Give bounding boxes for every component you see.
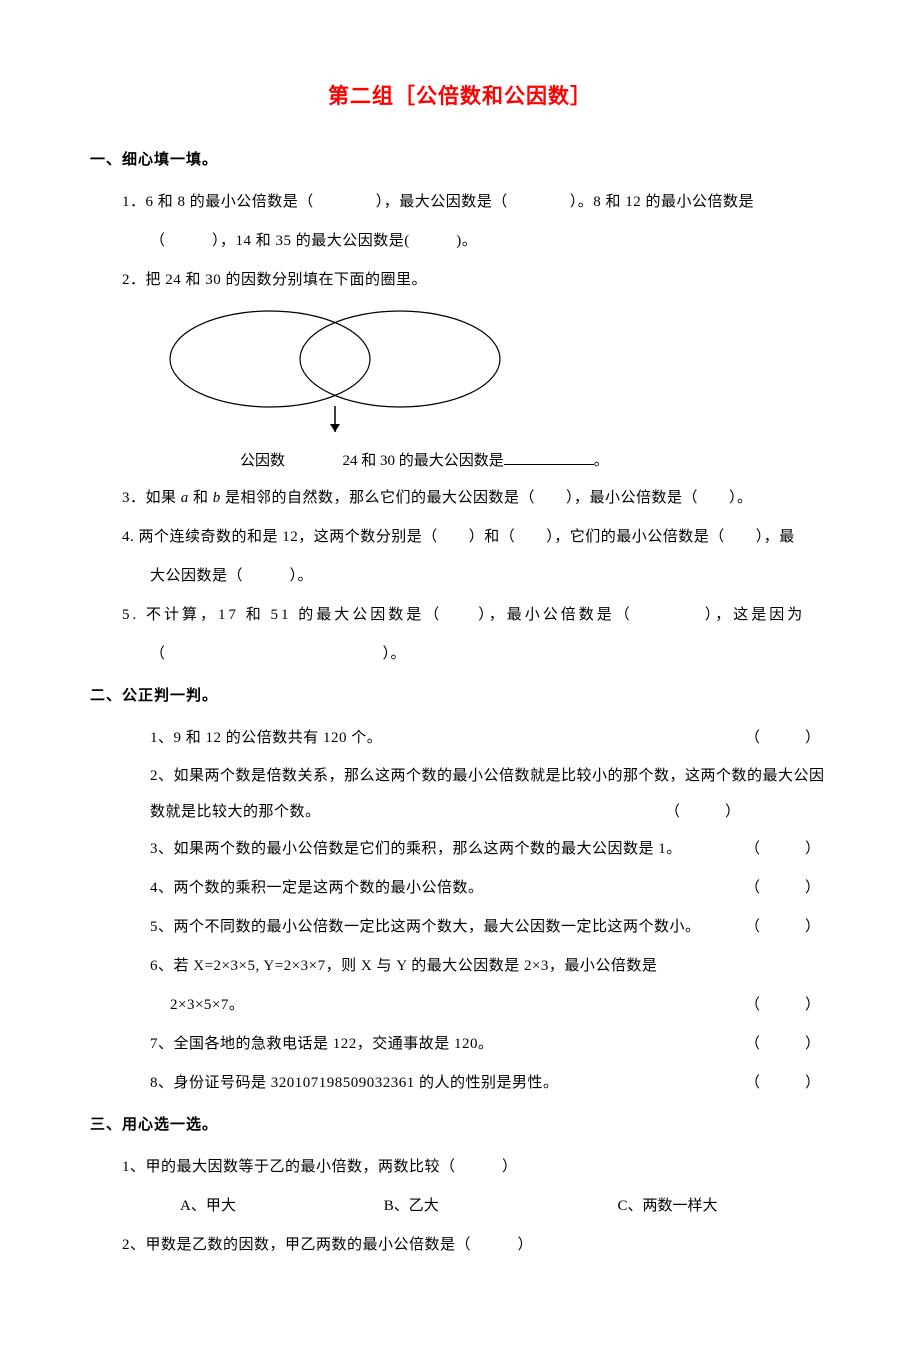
tf-paren[interactable]: （ ）: [745, 1025, 820, 1064]
q4-line1: 4. 两个连续奇数的和是 12，这两个数分别是（ ）和（ ），它们的最小公倍数是…: [90, 518, 830, 557]
venn-svg: [150, 304, 510, 434]
page-title: 第二组［公倍数和公因数］: [90, 80, 830, 110]
s2-item-6b-text: 2×3×5×7。: [170, 997, 244, 1013]
venn-blank[interactable]: [504, 449, 594, 465]
s2-item-3: 3、如果两个数的最小公倍数是它们的乘积，那么这两个数的最大公因数是 1。 （ ）: [90, 830, 830, 869]
venn-caption-left: 公因数: [240, 453, 285, 469]
s3-q1: 1、甲的最大因数等于乙的最小倍数，两数比较（ ）: [90, 1148, 830, 1187]
s2-item-4: 4、两个数的乘积一定是这两个数的最小公倍数。 （ ）: [90, 869, 830, 908]
q3-line: 3．如果 a 和 b 是相邻的自然数，那么它们的最大公因数是（ ），最小公倍数是…: [90, 479, 830, 518]
s2-item-7-text: 7、全国各地的急救电话是 122，交通事故是 120。: [150, 1036, 494, 1052]
worksheet-page: 第二组［公倍数和公因数］ 一、细心填一填。 1．6 和 8 的最小公倍数是（ ）…: [0, 0, 920, 1345]
section-2-head: 二、公正判一判。: [90, 684, 830, 705]
q1-line1: 1．6 和 8 的最小公倍数是（ ），最大公因数是（ ）。8 和 12 的最小公…: [90, 183, 830, 222]
s2-item-6b: 2×3×5×7。 （ ）: [90, 986, 830, 1025]
choice-b[interactable]: B、乙大: [384, 1187, 614, 1226]
s2-item-8: 8、身份证号码是 320107198509032361 的人的性别是男性。 （ …: [90, 1064, 830, 1103]
q2-line: 2．把 24 和 30 的因数分别填在下面的圈里。: [90, 261, 830, 300]
section-1-head: 一、细心填一填。: [90, 148, 830, 169]
tf-paren[interactable]: （ ）: [745, 830, 820, 869]
tf-paren[interactable]: （ ）: [745, 908, 820, 947]
tf-paren[interactable]: （ ）: [745, 719, 820, 758]
q5-line2: （ ）。: [90, 635, 830, 674]
choice-a[interactable]: A、甲大: [180, 1187, 380, 1226]
s2-item-7: 7、全国各地的急救电话是 122，交通事故是 120。 （ ）: [90, 1025, 830, 1064]
s2-item-5: 5、两个不同数的最小公倍数一定比这两个数大，最大公因数一定比这两个数小。 （ ）: [90, 908, 830, 947]
s2-item-8-text: 8、身份证号码是 320107198509032361 的人的性别是男性。: [150, 1075, 559, 1091]
s2-item-6a: 6、若 X=2×3×5, Y=2×3×7，则 X 与 Y 的最大公因数是 2×3…: [90, 947, 830, 986]
s2-item-3-text: 3、如果两个数的最小公倍数是它们的乘积，那么这两个数的最大公因数是 1。: [150, 841, 682, 857]
tf-paren[interactable]: （ ）: [745, 986, 820, 1025]
s3-q1-choices: A、甲大 B、乙大 C、两数一样大: [90, 1187, 830, 1226]
s2-item-1: 1、9 和 12 的公倍数共有 120 个。 （ ）: [90, 719, 830, 758]
venn-caption: 公因数 24 和 30 的最大公因数是 。: [90, 443, 830, 479]
q5-line1: 5. 不计算，17 和 51 的最大公因数是（ ），最小公倍数是（ ），这是因为: [90, 596, 830, 635]
s2-item-2: 2、如果两个数是倍数关系，那么这两个数的最小公倍数就是比较小的那个数，这两个数的…: [90, 758, 830, 794]
tf-paren[interactable]: （ ）: [745, 1064, 820, 1103]
s2-item-2b: 数就是比较大的那个数。 （ ）: [90, 794, 830, 830]
var-b: b: [213, 490, 221, 506]
s2-item-4-text: 4、两个数的乘积一定是这两个数的最小公倍数。: [150, 880, 484, 896]
section-3-head: 三、用心选一选。: [90, 1113, 830, 1134]
venn-diagram: [90, 304, 830, 439]
tf-paren[interactable]: （ ）: [665, 794, 740, 830]
q1-line2: （ ），14 和 35 的最大公因数是( )。: [90, 222, 830, 261]
s3-q2: 2、甲数是乙数的因数，甲乙两数的最小公倍数是（ ）: [90, 1226, 830, 1265]
tf-paren[interactable]: （ ）: [745, 869, 820, 908]
s2-item-1-text: 1、9 和 12 的公倍数共有 120 个。: [150, 730, 382, 746]
s2-item-5-text: 5、两个不同数的最小公倍数一定比这两个数大，最大公因数一定比这两个数小。: [150, 919, 701, 935]
choice-c[interactable]: C、两数一样大: [618, 1187, 778, 1226]
venn-caption-right-prefix: 24 和 30 的最大公因数是: [343, 453, 504, 469]
q4-line2: 大公因数是（ ）。: [90, 557, 830, 596]
var-a: a: [181, 490, 189, 506]
venn-caption-right-suffix: 。: [594, 453, 609, 469]
